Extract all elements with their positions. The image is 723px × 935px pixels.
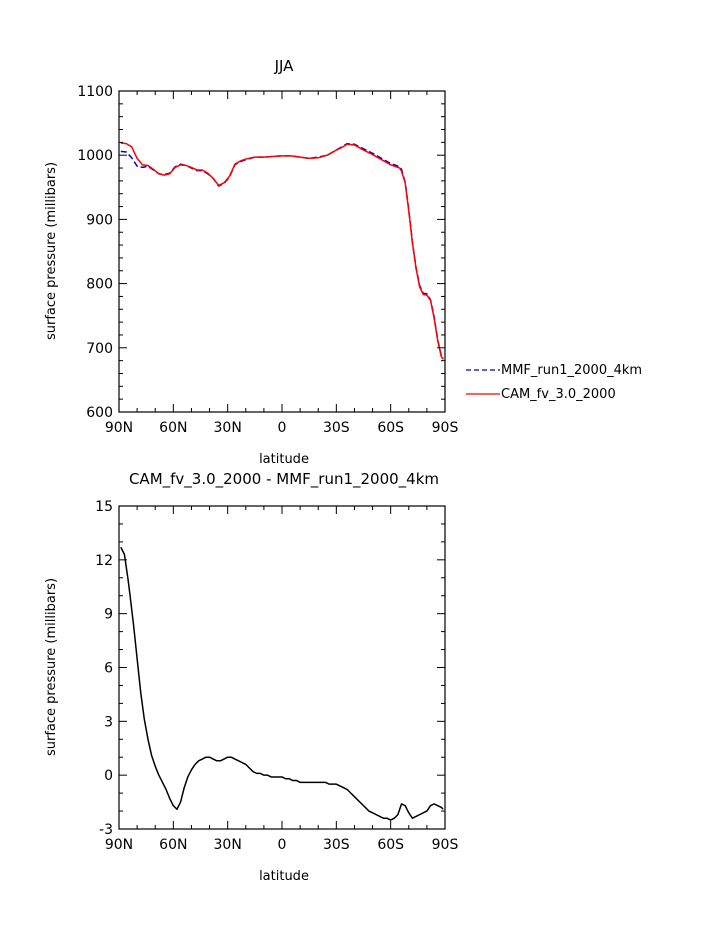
top-series-line-mmf-run1-2000-4km <box>120 142 444 359</box>
top-y-tick-label: 1000 <box>77 148 113 164</box>
bottom-series-line-difference <box>120 546 444 821</box>
top-plot-frame <box>118 90 446 413</box>
top-y-tick-label: 900 <box>86 212 113 228</box>
top-x-tick-label: 0 <box>278 420 287 436</box>
bottom-chart-title: CAM_fv_3.0_2000 - MMF_run1_2000_4km <box>129 470 439 489</box>
legend-label-mmf: MMF_run1_2000_4km <box>501 363 642 378</box>
bottom-y-tick-label: 15 <box>95 499 113 515</box>
top-x-tick-label: 90S <box>432 420 459 436</box>
top-chart-marks: 90N 60N 30N 0 30S 60S 90S 600 700 800 900 1000 1100 <box>77 84 458 436</box>
top-y-axis-label: surface pressure (millibars) <box>44 162 59 340</box>
top-x-tick-label: 60S <box>377 420 404 436</box>
top-chart-legend: MMF_run1_2000_4km CAM_fv_3.0_2000 <box>466 363 642 402</box>
bottom-x-axis-label: latitude <box>259 869 309 884</box>
bottom-y-tick-label: 12 <box>95 553 113 569</box>
top-y-tick-label: 1100 <box>77 84 113 100</box>
top-y-tick-label: 800 <box>86 277 113 293</box>
top-y-tick-label: 700 <box>86 341 113 357</box>
bottom-chart: CAM_fv_3.0_2000 - MMF_run1_2000_4km 90N 6… <box>44 470 458 884</box>
top-x-tick-label: 30N <box>214 420 242 436</box>
bottom-x-tick-label: 30N <box>214 837 242 853</box>
top-x-tick-label: 90N <box>105 420 133 436</box>
legend-label-cam: CAM_fv_3.0_2000 <box>501 387 616 402</box>
bottom-x-tick-label: 60S <box>377 837 404 853</box>
bottom-x-tick-label: 90S <box>432 837 459 853</box>
bottom-y-axis-label: surface pressure (millibars) <box>44 578 59 756</box>
top-x-tick-label: 60N <box>159 420 187 436</box>
bottom-y-tick-label: 6 <box>104 661 113 677</box>
bottom-x-tick-label: 30S <box>323 837 350 853</box>
bottom-y-tick-label: 3 <box>104 714 113 730</box>
top-x-tick-label: 30S <box>323 420 350 436</box>
bottom-x-tick-label: 0 <box>278 837 287 853</box>
bottom-y-tick-label: 0 <box>104 768 113 784</box>
top-series-line-cam-fv-3-0-2000 <box>120 142 444 360</box>
top-chart: JJA 90N 60N 30N 0 30S 60S 90S 600 700 800 900 1000 1… <box>44 57 642 467</box>
top-y-tick-label: 600 <box>86 405 113 421</box>
bottom-plot-frame <box>118 505 446 830</box>
bottom-y-tick-label: -3 <box>99 822 113 838</box>
top-chart-title: JJA <box>274 57 295 75</box>
bottom-chart-marks: 90N 60N 30N 0 30S 60S 90S -3 0 3 6 9 12 15 <box>95 499 458 853</box>
top-x-axis-label: latitude <box>259 452 309 467</box>
bottom-x-tick-label: 90N <box>105 837 133 853</box>
bottom-y-tick-label: 9 <box>104 607 113 623</box>
bottom-x-tick-label: 60N <box>159 837 187 853</box>
